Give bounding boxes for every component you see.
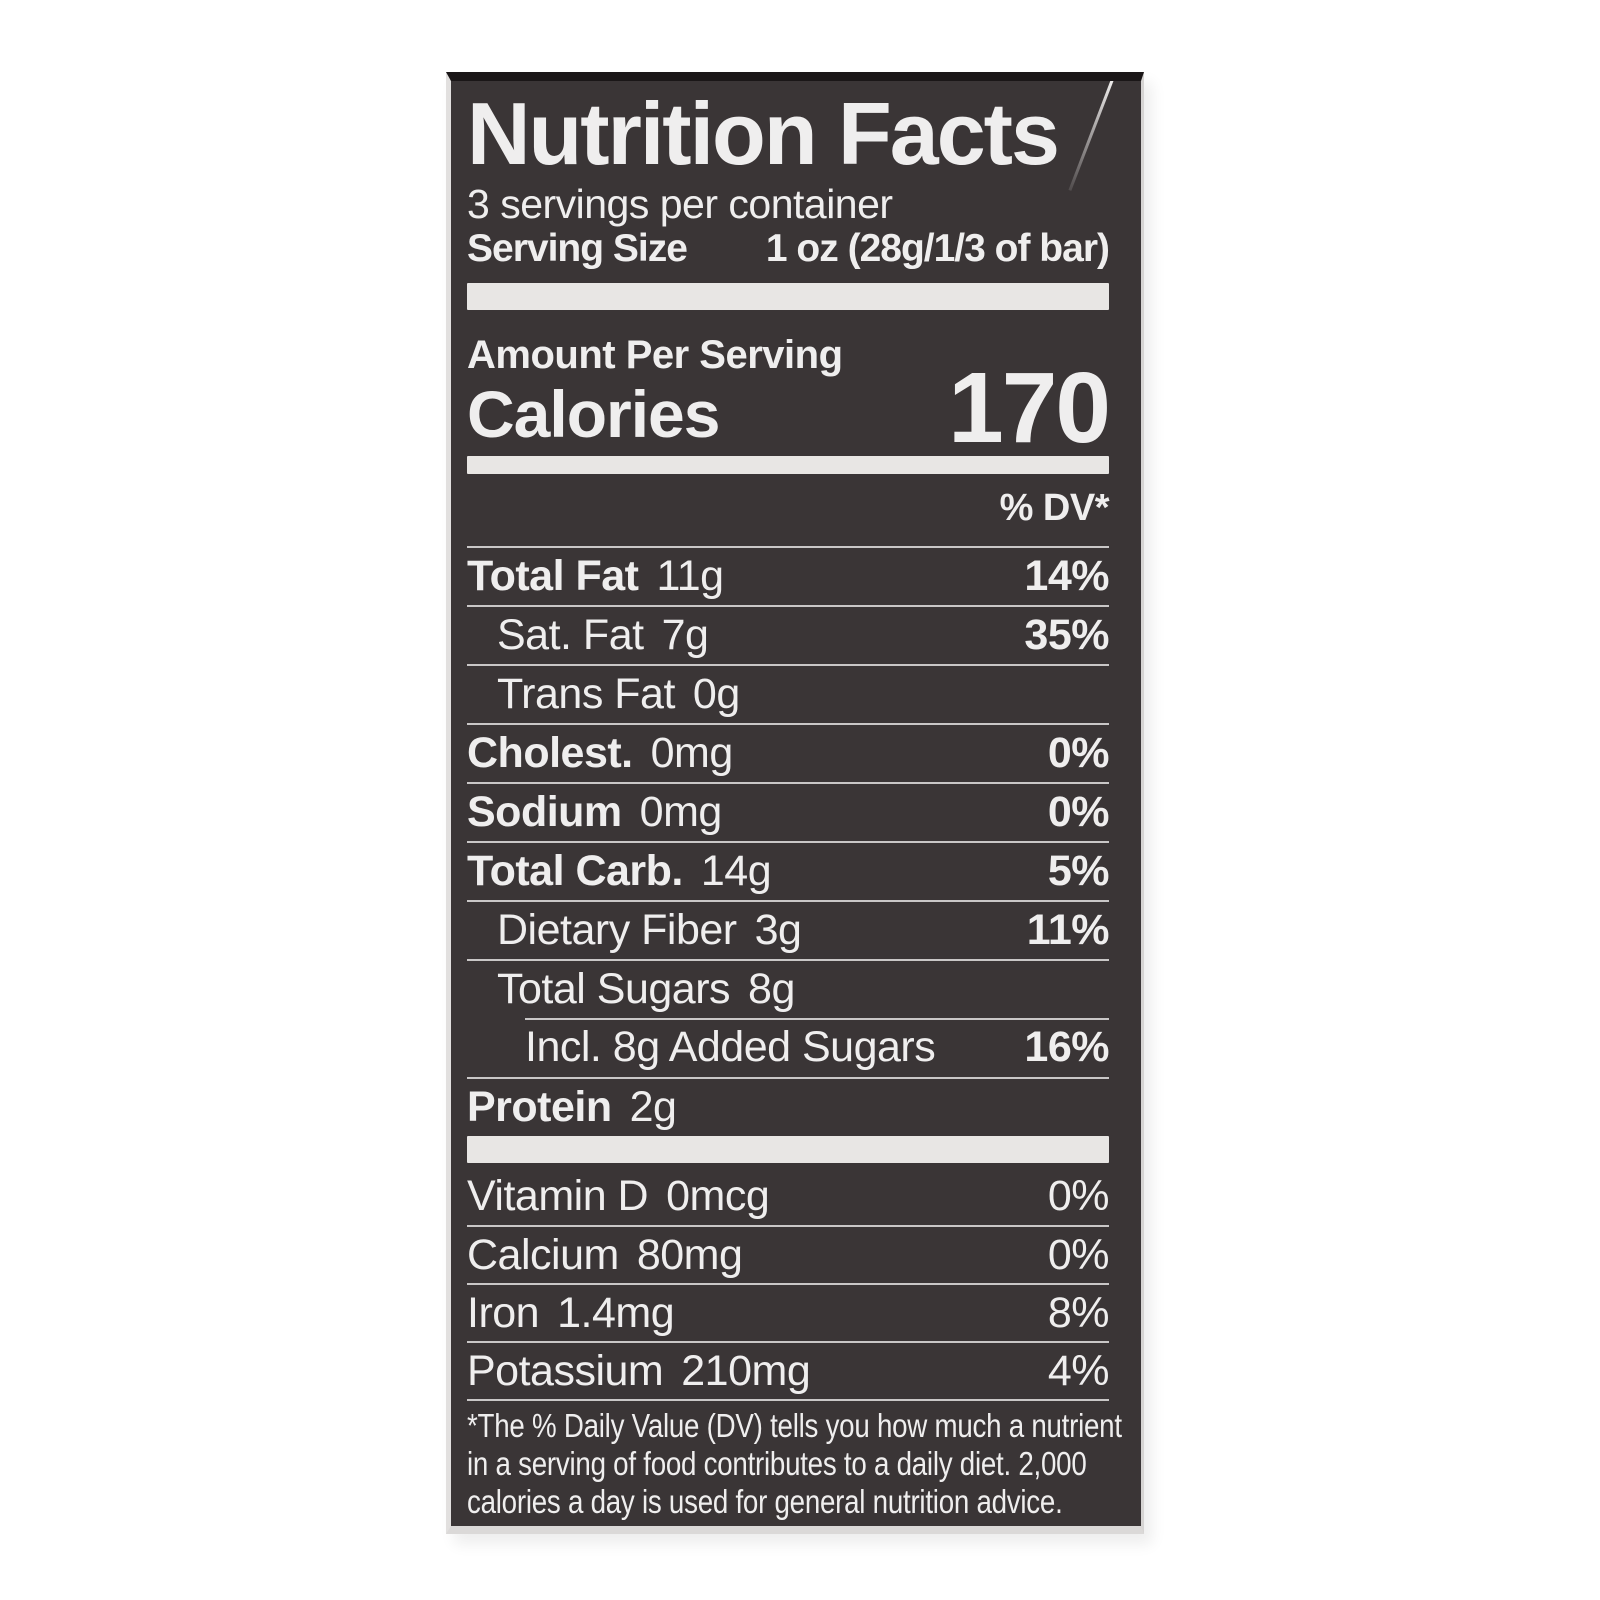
nutrient-value: 11g (656, 552, 724, 600)
nutrient-dv: 0% (1047, 729, 1110, 777)
calories-row: Calories 170 (467, 358, 1111, 458)
servings-per-container: 3 servings per container (467, 181, 893, 227)
nutrient-dv: 16% (1024, 1023, 1109, 1071)
serving-size-label: Serving Size (467, 227, 688, 270)
nutrient-value: 3g (754, 906, 802, 954)
vitamin-mineral-rows: Vitamin D 0mcg 0% Calcium 80mg 0% Iron 1… (467, 1167, 1110, 1401)
divider-medium (467, 456, 1109, 474)
nutrient-rows: Total Fat 11g 14% Sat. Fat 7g 35% Trans … (467, 546, 1110, 1136)
nutrient-label: Total Fat (467, 552, 639, 600)
dv-footnote-line: *The % Daily Value (DV) tells you how mu… (467, 1407, 1122, 1444)
vitamin-label: Iron (467, 1288, 540, 1337)
nutrient-label: Cholest. (467, 729, 633, 777)
amount-per-serving-label: Amount Per Serving (467, 333, 843, 377)
nutrient-label: Total Carb. (467, 847, 683, 895)
dv-footnote-line: calories a day is used for general nutri… (467, 1483, 1063, 1520)
nutrient-row-sat-fat: Sat. Fat 7g 35% (467, 605, 1109, 664)
nutrient-label: Trans Fat (497, 670, 675, 718)
vitamin-row-calcium: Calcium 80mg 0% (467, 1225, 1110, 1283)
divider-thick-top (467, 283, 1109, 310)
vitamin-label: Vitamin D (467, 1171, 649, 1220)
vitamin-row-iron: Iron 1.4mg 8% (467, 1283, 1110, 1341)
serving-size-value: 1 oz (28g/1/3 of bar) (765, 227, 1110, 270)
nutrient-row-protein: Protein 2g (467, 1077, 1109, 1136)
nutrient-row-total-carb: Total Carb. 14g 5% (467, 841, 1110, 900)
vitamin-label: Potassium (467, 1346, 664, 1395)
nutrient-row-added-sugars: Incl. 8g Added Sugars 16% (467, 1018, 1109, 1077)
vitamin-dv: 0% (1047, 1171, 1110, 1220)
nutrient-dv: 14% (1024, 552, 1109, 600)
nutrient-value: 0mg (639, 788, 723, 836)
dv-footnote: *The % Daily Value (DV) tells you how mu… (467, 1407, 1122, 1521)
nutrient-label: Sodium (467, 788, 622, 836)
nutrient-row-sodium: Sodium 0mg 0% (467, 782, 1110, 841)
nutrient-label: Protein (467, 1083, 612, 1131)
vitamin-dv: 4% (1047, 1346, 1110, 1395)
vitamin-dv: 0% (1047, 1230, 1110, 1279)
nutrient-dv: 0% (1047, 788, 1110, 836)
nutrient-label: Total Sugars (497, 965, 731, 1013)
dv-footnote-line: in a serving of food contributes to a da… (467, 1445, 1087, 1482)
vitamin-value: 0mcg (666, 1171, 770, 1220)
nutrient-dv: 35% (1024, 611, 1109, 659)
nutrient-value: 14g (700, 847, 772, 895)
nutrition-facts-label: Nutrition Facts 3 servings per container… (446, 72, 1144, 1534)
calories-value: 170 (948, 352, 1111, 464)
nutrient-dv: 11% (1026, 906, 1110, 954)
nutrient-dv: 5% (1047, 847, 1110, 895)
serving-size-row: Serving Size 1 oz (28g/1/3 of bar) (467, 227, 1110, 270)
vitamin-value: 80mg (636, 1230, 743, 1279)
percent-dv-column-header: % DV* (999, 487, 1110, 529)
nutrient-label: Dietary Fiber (497, 906, 737, 954)
nutrition-facts-title: Nutrition Facts (467, 84, 1060, 183)
nutrient-row-dietary-fiber: Dietary Fiber 3g 11% (467, 900, 1110, 959)
vitamin-value: 210mg (681, 1346, 811, 1395)
divider-thick-bottom (467, 1136, 1109, 1163)
nutrient-label: Sat. Fat (497, 611, 644, 659)
nutrient-value: 8g (748, 965, 795, 1013)
vitamin-dv: 8% (1047, 1288, 1110, 1337)
nutrient-row-trans-fat: Trans Fat 0g (467, 664, 1109, 723)
vitamin-label: Calcium (467, 1230, 619, 1279)
vitamin-row-potassium: Potassium 210mg 4% (467, 1341, 1110, 1399)
nutrient-row-cholesterol: Cholest. 0mg 0% (467, 723, 1110, 782)
nutrient-value: 2g (629, 1083, 677, 1131)
nutrient-label: Incl. 8g Added Sugars (525, 1023, 936, 1071)
vitamin-value: 1.4mg (557, 1288, 675, 1337)
nutrient-row-total-fat: Total Fat 11g 14% (467, 546, 1109, 605)
nutrient-row-total-sugars: Total Sugars 8g (467, 959, 1109, 1018)
nutrient-value: 0g (692, 670, 740, 718)
vitamin-row-vitamin-d: Vitamin D 0mcg 0% (467, 1167, 1110, 1225)
nutrient-value: 7g (661, 611, 709, 659)
nutrient-value: 0mg (650, 729, 734, 777)
calories-label: Calories (467, 377, 720, 451)
